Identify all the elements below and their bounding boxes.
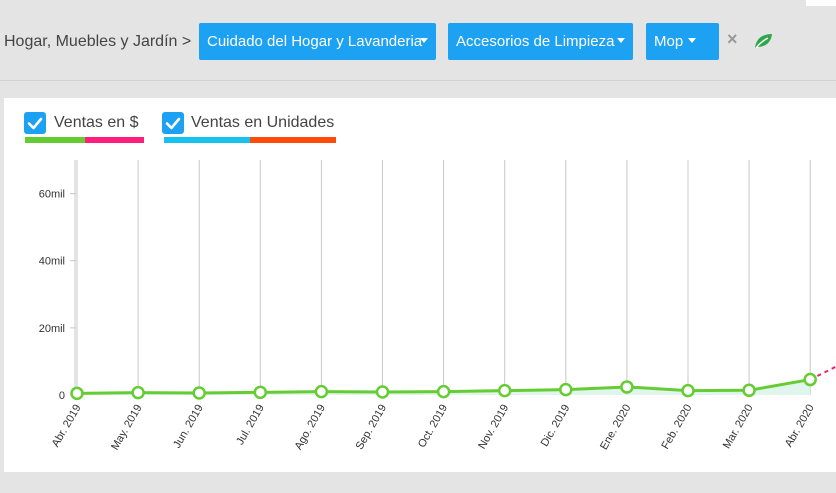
data-point bbox=[70, 386, 84, 401]
legend-item-ventas-pesos[interactable]: Ventas en $ bbox=[24, 112, 154, 136]
y-tick-label: 0 bbox=[59, 390, 65, 402]
chevron-down-icon bbox=[617, 38, 625, 43]
x-tick-label: Jul. 2019 bbox=[234, 403, 267, 448]
chart-panel bbox=[4, 98, 836, 472]
legend-swatch-projection bbox=[85, 137, 144, 143]
legend-label: Ventas en $ bbox=[54, 114, 139, 131]
x-tick-label: Sep. 2019 bbox=[354, 403, 389, 452]
x-tick-label: Ago. 2019 bbox=[293, 403, 328, 452]
x-tick-label: Nov. 2019 bbox=[476, 403, 511, 452]
data-point bbox=[131, 385, 145, 400]
subcategory-dropdown[interactable]: Accesorios de Limpieza bbox=[448, 23, 633, 60]
breadcrumb-root[interactable]: Hogar, Muebles y Jardín > bbox=[4, 33, 192, 50]
data-point bbox=[192, 386, 206, 400]
data-point bbox=[620, 380, 634, 394]
data-point bbox=[803, 372, 817, 387]
x-tick-label: Oct. 2019 bbox=[416, 403, 450, 450]
legend-swatch-primary bbox=[164, 137, 250, 143]
x-tick-label: Jun. 2019 bbox=[171, 403, 206, 451]
data-point bbox=[681, 383, 695, 398]
data-point bbox=[559, 382, 573, 397]
data-point bbox=[253, 385, 268, 400]
y-tick-label: 60mil bbox=[39, 189, 65, 201]
checkbox-checked-icon[interactable] bbox=[162, 112, 184, 134]
y-tick-label: 20mil bbox=[39, 323, 65, 335]
x-tick-label: Abr. 2019 bbox=[50, 403, 84, 450]
chevron-down-icon bbox=[688, 38, 696, 43]
x-tick-label: Abr. 2020 bbox=[783, 403, 817, 450]
data-point bbox=[375, 385, 390, 399]
clear-filters-button[interactable]: × bbox=[727, 29, 738, 49]
legend-swatch-projection bbox=[250, 137, 336, 143]
x-tick-label: Mar. 2020 bbox=[721, 403, 756, 451]
data-point bbox=[497, 383, 512, 398]
corner-card bbox=[806, 0, 836, 6]
data-point bbox=[742, 383, 756, 398]
product-dropdown[interactable]: Mop bbox=[646, 23, 719, 60]
chevron-down-icon bbox=[420, 38, 428, 43]
x-tick-label: Ene. 2020 bbox=[598, 403, 633, 452]
checkbox-checked-icon[interactable] bbox=[24, 112, 46, 134]
x-tick-label: Feb. 2020 bbox=[659, 403, 694, 452]
x-tick-label: Dic. 2019 bbox=[539, 403, 573, 449]
data-point bbox=[436, 384, 451, 399]
legend-label: Ventas en Unidades bbox=[191, 114, 335, 131]
x-tick-label: May. 2019 bbox=[109, 403, 145, 453]
product-dropdown-label: Mop bbox=[654, 33, 684, 50]
legend-item-ventas-unidades[interactable]: Ventas en Unidades bbox=[162, 112, 352, 136]
category-dropdown-label: Cuidado del Hogar y Lavanderia bbox=[207, 33, 423, 50]
y-tick-label: 40mil bbox=[39, 256, 65, 268]
data-point bbox=[314, 384, 329, 399]
leaf-icon[interactable] bbox=[753, 32, 773, 55]
subcategory-dropdown-label: Accesorios de Limpieza bbox=[456, 33, 615, 50]
category-dropdown[interactable]: Cuidado del Hogar y Lavanderia bbox=[199, 23, 436, 60]
legend-swatch-primary bbox=[25, 137, 85, 143]
